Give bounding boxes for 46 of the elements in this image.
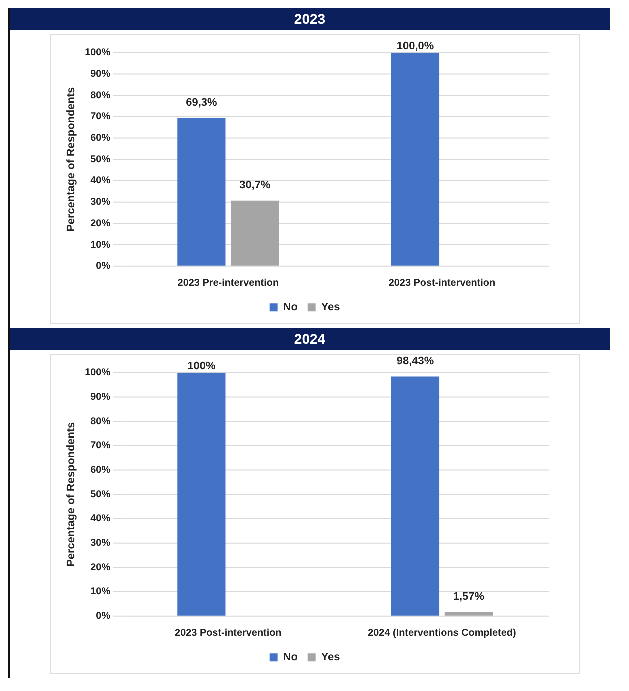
y-tick-label: 90% <box>90 68 111 80</box>
y-axis-title: Percentage of Respondents <box>66 422 78 567</box>
x-tick-label: 2023 Pre-intervention <box>178 278 280 289</box>
legend-label: No <box>283 302 298 314</box>
chart-title: 2023 <box>10 8 610 30</box>
y-tick-label: 60% <box>90 133 111 144</box>
y-tick-label: 70% <box>90 112 111 123</box>
y-tick-label: 50% <box>90 154 111 166</box>
y-tick-label: 60% <box>90 465 111 476</box>
x-tick-label: 2023 Post-intervention <box>175 628 282 639</box>
y-tick-label: 40% <box>90 176 111 187</box>
data-label: 30,7% <box>240 179 271 192</box>
data-label: 100,0% <box>396 40 434 52</box>
bar <box>231 200 280 266</box>
y-tick-label: 70% <box>90 440 111 452</box>
y-tick-label: 30% <box>90 197 111 208</box>
y-tick-label: 90% <box>90 392 111 403</box>
chart-title: 2024 <box>10 328 610 350</box>
y-tick-label: 0% <box>96 611 111 622</box>
data-label: 1,57% <box>453 591 485 604</box>
y-tick-label: 50% <box>90 489 111 500</box>
y-tick-label: 80% <box>90 90 111 102</box>
x-tick-label: 2024 (Interventions Completed) <box>368 628 516 639</box>
y-tick-label: 30% <box>90 538 111 550</box>
y-tick-label: 10% <box>90 586 111 598</box>
bar <box>391 52 440 266</box>
y-tick-label: 10% <box>90 240 111 251</box>
y-axis-title: Percentage of Respondents <box>66 87 78 232</box>
legend-label: Yes <box>321 652 340 664</box>
bar <box>178 372 226 616</box>
legend-label: Yes <box>321 302 340 314</box>
x-tick-label: 2023 Post-intervention <box>388 278 496 289</box>
bar <box>178 118 226 266</box>
data-label: 69,3% <box>186 97 218 110</box>
bar <box>391 376 440 616</box>
data-label: 98,43% <box>396 355 434 368</box>
y-tick-label: 40% <box>90 514 111 525</box>
bar <box>444 612 493 616</box>
y-tick-label: 100% <box>85 48 111 59</box>
y-tick-label: 100% <box>85 368 111 379</box>
y-tick-label: 20% <box>90 218 111 230</box>
data-label: 100% <box>188 360 216 372</box>
y-tick-label: 0% <box>96 261 111 272</box>
legend-label: No <box>283 652 298 664</box>
y-tick-label: 80% <box>90 416 111 428</box>
y-tick-label: 20% <box>90 562 111 574</box>
